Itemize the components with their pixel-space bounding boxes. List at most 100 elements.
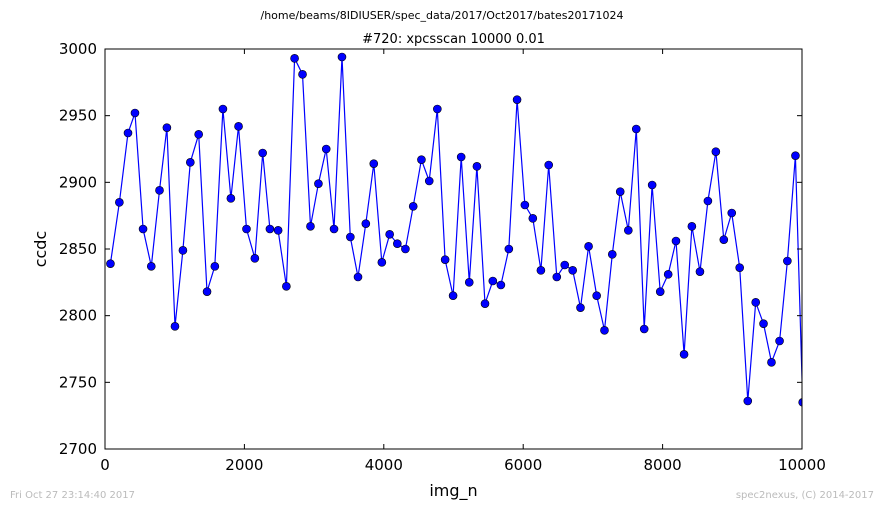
data-point bbox=[123, 128, 133, 138]
data-point bbox=[456, 152, 466, 162]
data-point bbox=[472, 162, 482, 171]
y-tick-label: 2900 bbox=[59, 173, 97, 191]
data-point bbox=[282, 282, 291, 291]
data-point bbox=[210, 262, 220, 271]
data-point bbox=[775, 336, 784, 346]
data-point bbox=[448, 291, 458, 300]
x-tick-label: 8000 bbox=[644, 456, 682, 474]
data-point bbox=[170, 322, 180, 331]
footer-timestamp: Fri Oct 27 23:14:40 2017 bbox=[10, 490, 135, 501]
data-point bbox=[751, 298, 761, 307]
data-point bbox=[791, 151, 800, 160]
data-point bbox=[424, 176, 434, 186]
y-tick-label: 2850 bbox=[59, 240, 97, 258]
data-point bbox=[624, 226, 633, 235]
chart-title: #720: xpcsscan 10000 0.01 bbox=[362, 32, 545, 47]
x-tick-label: 10000 bbox=[778, 456, 826, 474]
data-point bbox=[130, 108, 140, 118]
x-axis-label: img_n bbox=[429, 481, 477, 501]
x-tick-label: 6000 bbox=[504, 456, 542, 474]
y-tick-label: 3000 bbox=[59, 40, 97, 58]
data-point bbox=[178, 246, 188, 255]
data-point bbox=[393, 239, 402, 248]
data-point bbox=[369, 159, 379, 168]
data-point bbox=[615, 187, 625, 196]
data-point bbox=[743, 396, 753, 406]
data-point bbox=[512, 95, 522, 104]
data-point bbox=[329, 224, 339, 234]
data-point bbox=[719, 235, 729, 244]
x-tick-label: 4000 bbox=[365, 456, 403, 474]
data-point bbox=[568, 266, 577, 275]
data-point bbox=[321, 144, 331, 154]
data-point bbox=[401, 244, 410, 254]
data-point bbox=[528, 214, 538, 223]
y-tick-label: 2950 bbox=[59, 107, 97, 125]
data-point bbox=[504, 244, 514, 254]
x-tick-label: 2000 bbox=[225, 456, 263, 474]
data-point bbox=[417, 155, 426, 164]
data-point bbox=[536, 266, 546, 275]
x-tick-label: 0 bbox=[100, 456, 110, 474]
data-point bbox=[735, 263, 744, 272]
chart-suptitle: /home/beams/8IDIUSER/spec_data/2017/Oct2… bbox=[261, 9, 624, 22]
data-point bbox=[377, 258, 387, 267]
data-point bbox=[194, 130, 203, 139]
data-point bbox=[155, 186, 164, 195]
data-point bbox=[520, 200, 530, 210]
data-point bbox=[600, 326, 609, 335]
data-point bbox=[226, 194, 236, 203]
data-point bbox=[496, 280, 506, 290]
data-point bbox=[671, 236, 681, 246]
series-line bbox=[109, 56, 802, 402]
data-point bbox=[106, 259, 115, 268]
data-point bbox=[767, 358, 776, 367]
data-point bbox=[576, 303, 585, 312]
y-tick-label: 2800 bbox=[59, 307, 97, 325]
plot-frame bbox=[104, 48, 803, 450]
data-point bbox=[607, 250, 617, 259]
data-point bbox=[314, 179, 323, 188]
plot-area bbox=[104, 48, 803, 450]
data-point bbox=[798, 398, 802, 407]
data-point bbox=[552, 272, 562, 282]
data-point bbox=[361, 219, 371, 228]
x-axis-ticks: 0 2000 4000 6000 8000 10000 bbox=[100, 49, 826, 474]
data-point bbox=[592, 291, 601, 300]
data-point bbox=[584, 242, 593, 251]
data-point bbox=[306, 222, 315, 231]
data-point bbox=[337, 52, 347, 62]
data-point bbox=[639, 324, 649, 334]
data-point bbox=[408, 202, 418, 211]
y-axis-ticks: 2700 2750 2800 2850 2900 2950 3000 bbox=[59, 40, 802, 458]
data-point bbox=[250, 254, 260, 263]
footer-credit: spec2nexus, (C) 2014-2017 bbox=[736, 490, 874, 501]
data-point bbox=[544, 160, 554, 170]
data-point bbox=[663, 270, 673, 279]
data-point bbox=[218, 104, 228, 114]
data-point bbox=[290, 54, 299, 63]
data-point bbox=[727, 208, 737, 218]
y-tick-label: 2750 bbox=[59, 373, 97, 391]
data-point bbox=[242, 224, 251, 234]
data-point bbox=[679, 350, 689, 359]
data-point bbox=[258, 148, 267, 158]
data-point bbox=[480, 299, 490, 308]
data-point bbox=[202, 287, 212, 296]
data-point bbox=[265, 224, 275, 234]
data-point bbox=[138, 224, 148, 234]
data-point bbox=[464, 278, 474, 287]
series-layer bbox=[106, 52, 802, 407]
data-point bbox=[346, 232, 355, 242]
data-point bbox=[186, 158, 195, 167]
y-tick-label: 2700 bbox=[59, 440, 97, 458]
data-point bbox=[647, 180, 657, 190]
data-point bbox=[298, 70, 307, 79]
data-point bbox=[162, 123, 172, 132]
y-axis-label: ccdc bbox=[31, 231, 50, 268]
data-point bbox=[234, 122, 243, 131]
data-point bbox=[703, 196, 713, 206]
data-point bbox=[655, 287, 665, 296]
data-point bbox=[433, 104, 442, 114]
